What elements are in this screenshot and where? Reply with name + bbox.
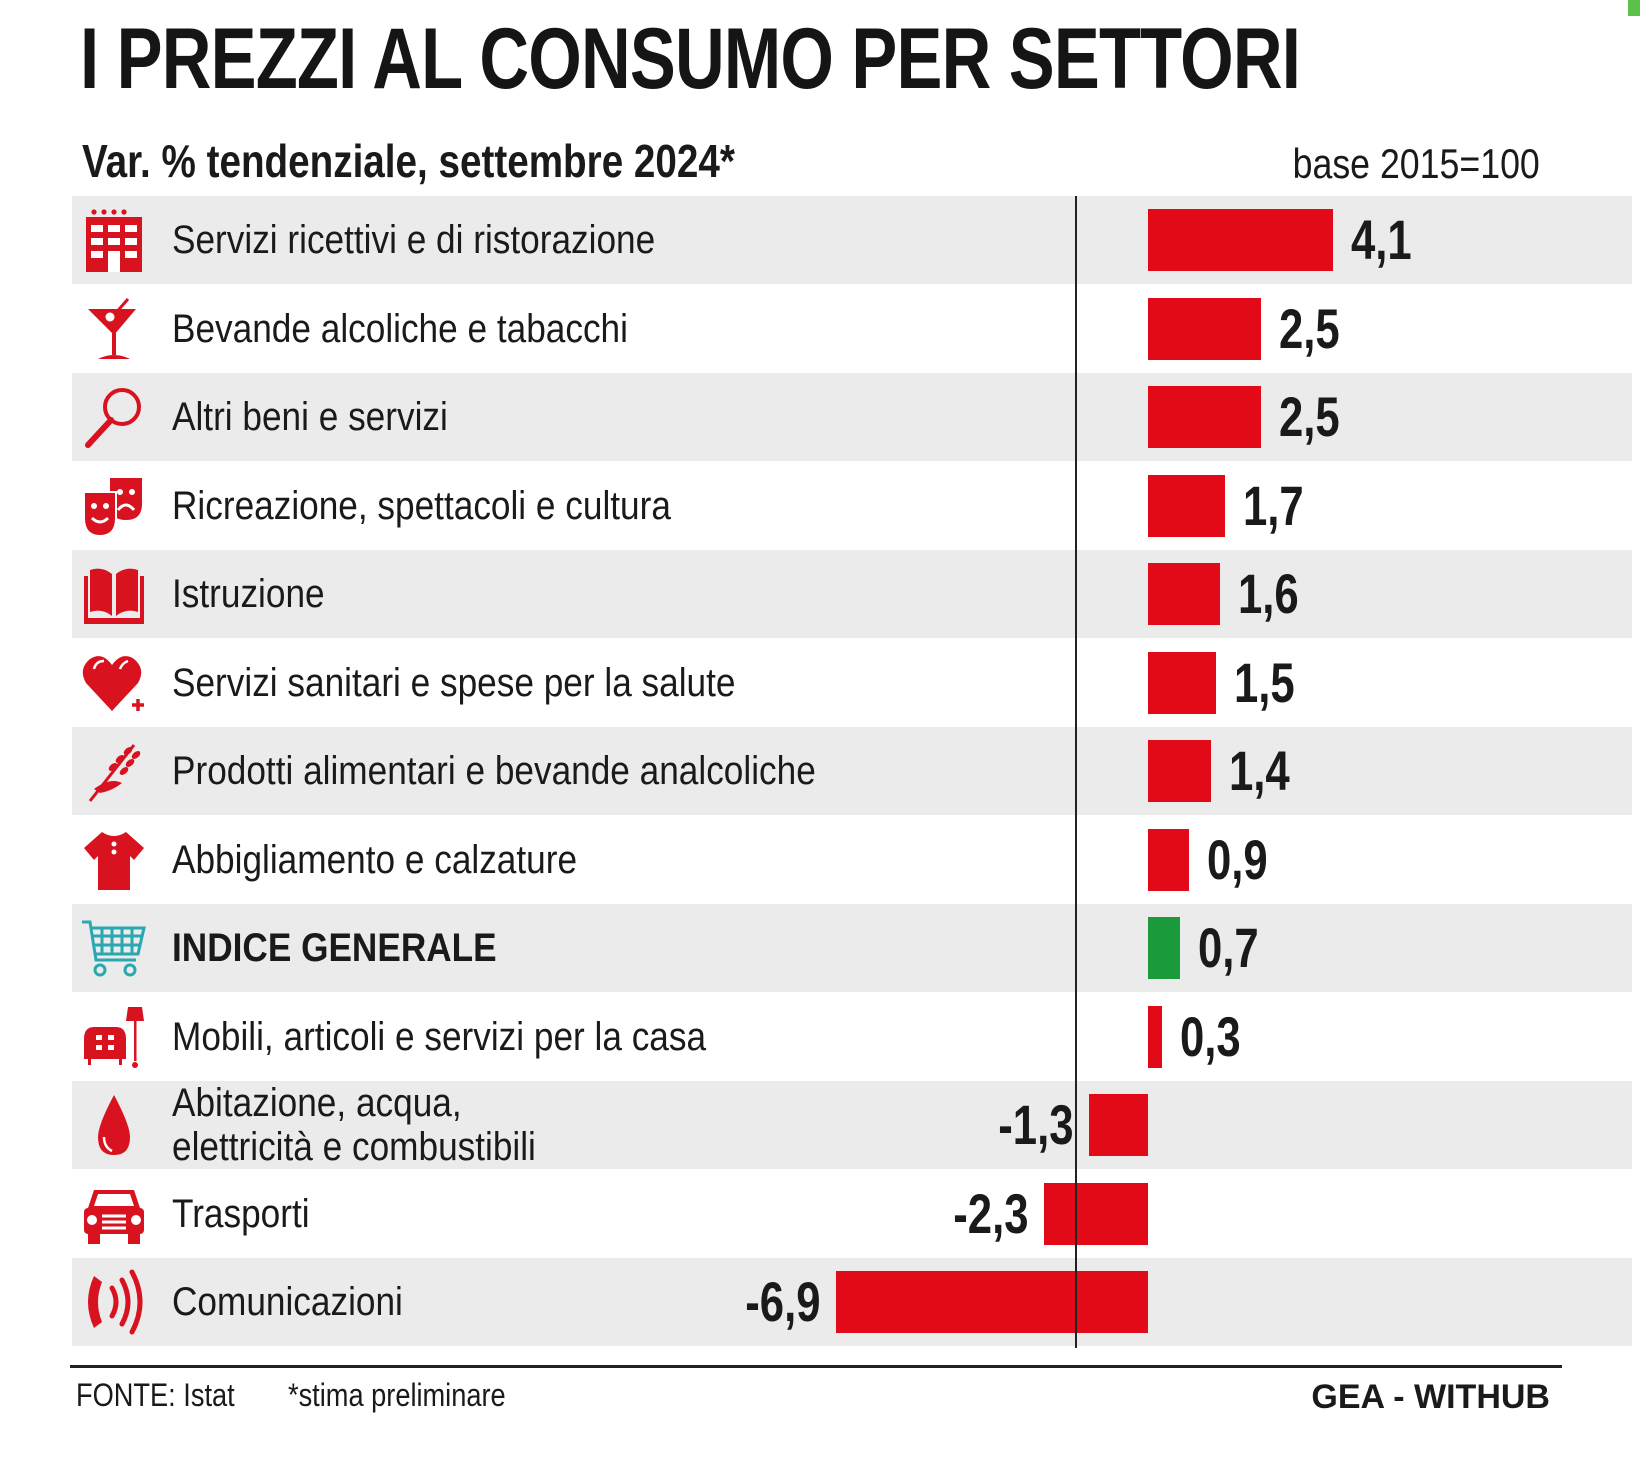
bar-trasporti	[1044, 1182, 1148, 1245]
chart-title: I PREZZI AL CONSUMO PER SETTORI	[80, 11, 1301, 107]
bar-abitazione-acqua	[1089, 1094, 1148, 1157]
value-label: 1,6	[1238, 562, 1300, 626]
value-label: 0,3	[1179, 1004, 1241, 1068]
footnote: *stima preliminare	[288, 1377, 506, 1413]
value-label: 0,7	[1197, 916, 1259, 980]
magnifier-icon	[80, 383, 148, 451]
chart-subtitle: Var. % tendenziale, settembre 2024*	[82, 135, 735, 187]
category-label: INDICE GENERALE	[172, 926, 497, 971]
chart-row-mobili-articoli-e-servizi-per-la-casa: Mobili, articoli e servizi per la casa 0,…	[72, 992, 1632, 1081]
category-label: Prodotti alimentari e bevande analcolich…	[172, 749, 816, 794]
open-book-icon	[80, 560, 148, 628]
source-note: FONTE: Istat	[76, 1377, 235, 1413]
corner-mark	[1628, 0, 1640, 16]
chart-row-bevande-alcoliche-e-tabacchi: Bevande alcoliche e tabacchi 2,5	[72, 284, 1632, 373]
value-label: 1,5	[1233, 650, 1295, 714]
category-label: Abbigliamento e calzature	[172, 837, 578, 882]
bar-istruzione	[1148, 563, 1221, 626]
chart-row-servizi-sanitari-e-spese-per-la-salute: Servizi sanitari e spese per la salute 1,…	[72, 638, 1632, 727]
category-label: Abitazione, acqua, elettricità e combusti…	[172, 1081, 536, 1169]
chart-row-prodotti-alimentari-e-bevande-analcoliche: Prodotti alimentari e bevande analcolich…	[72, 727, 1632, 815]
chart-row-servizi-ricettivi-e-di-ristorazione: Servizi ricettivi e di ristorazione 4,1	[72, 196, 1632, 284]
bar-comunicazioni	[836, 1271, 1148, 1334]
category-label: Mobili, articoli e servizi per la casa	[172, 1014, 707, 1059]
category-label: Bevande alcoliche e tabacchi	[172, 306, 628, 351]
chart-row-ricreazione-spettacoli-e-cultura: Ricreazione, spettacoli e cultura 1,7	[72, 461, 1632, 550]
value-label: -2,3	[952, 1181, 1029, 1245]
category-label-line1: Abitazione, acqua,	[172, 1081, 462, 1125]
bar-abbigliamento-e-calzature	[1148, 828, 1189, 891]
bar-chart: Servizi ricettivi e di ristorazione 4,1 Be…	[72, 196, 1632, 1411]
credit-label: GEA - WITHUB	[1311, 1378, 1550, 1416]
category-label: Servizi ricettivi e di ristorazione	[172, 218, 656, 263]
category-label: Altri beni e servizi	[172, 395, 448, 440]
shirt-icon	[80, 826, 148, 894]
category-label: Ricreazione, spettacoli e cultura	[172, 483, 671, 528]
value-label: 4,1	[1351, 208, 1413, 272]
drop-icon	[80, 1091, 148, 1159]
chart-row-indice-generale: INDICE GENERALE 0,7	[72, 904, 1632, 992]
chart-row-altri-beni-e-servizi: Altri beni e servizi 2,5	[72, 373, 1632, 461]
cocktail-icon	[80, 295, 148, 363]
bar-prodotti-alimentari-e-bevande-analcoliche	[1148, 740, 1212, 803]
shopping-cart-icon	[80, 914, 148, 982]
armchair-lamp-icon	[80, 1003, 148, 1071]
value-label: -6,9	[744, 1270, 821, 1334]
category-label: Trasporti	[172, 1191, 310, 1236]
heart-plus-icon	[80, 649, 148, 717]
footer-divider	[70, 1365, 1562, 1368]
category-label: Istruzione	[172, 572, 325, 617]
value-label: 0,9	[1206, 827, 1268, 891]
chart-row-comunicazioni: Comunicazioni -6,9	[72, 1258, 1632, 1346]
category-label-line2: elettricità e combustibili	[172, 1125, 536, 1169]
bar-indice-generale	[1148, 917, 1180, 980]
value-label: 1,4	[1229, 739, 1290, 803]
bar-bevande-alcoliche-e-tabacchi	[1148, 297, 1261, 360]
value-label: 1,7	[1242, 473, 1304, 537]
bar-altri-beni-e-servizi	[1148, 386, 1261, 449]
chart-row-abbigliamento-e-calzature: Abbigliamento e calzature 0,9	[72, 815, 1632, 904]
bar-mobili-articoli-e-servizi-per-la-casa	[1148, 1005, 1162, 1068]
bar-servizi-ricettivi-e-di-ristorazione	[1148, 209, 1334, 272]
base-note: base 2015=100	[1292, 140, 1540, 187]
bar-ricreazione-spettacoli-e-cultura	[1148, 474, 1225, 537]
hotel-icon	[80, 206, 148, 274]
chart-row-istruzione: Istruzione 1,6	[72, 550, 1632, 638]
chart-row-abitazione-acqua-elettricita-e-combustibili: Abitazione, acqua, elettricità e combusti…	[72, 1081, 1632, 1169]
value-label: 2,5	[1279, 296, 1340, 360]
zero-axis-line	[1075, 196, 1077, 1348]
wheat-hand-icon	[80, 737, 148, 805]
category-label: Comunicazioni	[172, 1280, 403, 1325]
bar-servizi-sanitari-e-spese-per-la-salute	[1148, 651, 1216, 714]
phone-signal-icon	[80, 1268, 148, 1336]
value-label: -1,3	[997, 1093, 1074, 1157]
chart-row-trasporti: Trasporti -2,3	[72, 1169, 1632, 1258]
category-label: Servizi sanitari e spese per la salute	[172, 660, 736, 705]
car-icon	[80, 1180, 148, 1248]
theater-masks-icon	[80, 472, 148, 540]
value-label: 2,5	[1279, 385, 1340, 449]
